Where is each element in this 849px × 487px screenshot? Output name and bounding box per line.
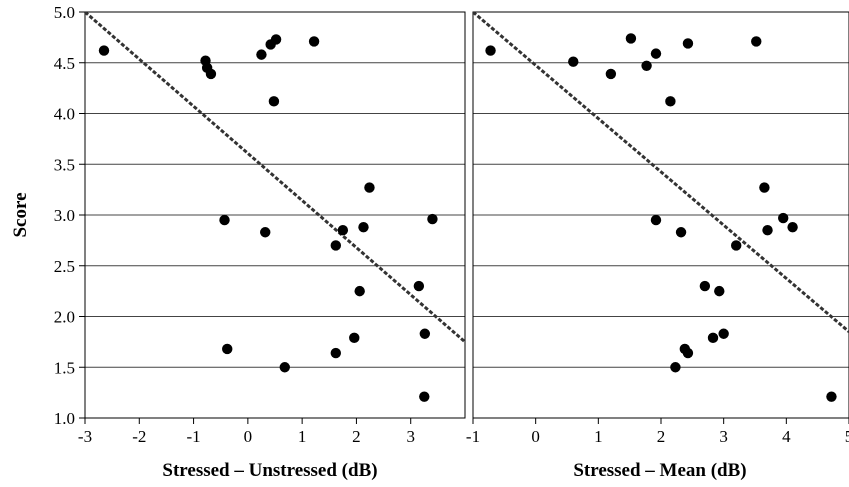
x-tick-label: 3 [406, 427, 415, 446]
data-point [670, 362, 681, 373]
data-point [330, 347, 341, 359]
y-tick-label: 3.0 [54, 206, 75, 225]
data-point [98, 45, 110, 56]
data-point [641, 60, 652, 71]
data-point [731, 240, 742, 251]
data-point [707, 332, 719, 344]
data-point [675, 227, 687, 238]
x-tick-label: -3 [78, 427, 92, 446]
x-tick-label: 3 [719, 427, 728, 446]
data-point [485, 45, 496, 56]
chart-panel-2: -1 0 1 2 3 4 5 Stressed – Mean (dB) [466, 11, 849, 481]
data-point [308, 36, 320, 47]
y-tick-label: 1.5 [54, 358, 75, 377]
data-point [364, 182, 375, 193]
x-tick-label: -1 [466, 427, 480, 446]
x-tick-label: 0 [244, 427, 253, 446]
data-point [650, 48, 662, 59]
data-point [222, 343, 233, 355]
data-point [826, 391, 837, 402]
data-point [427, 213, 438, 225]
data-point [279, 362, 290, 373]
data-point [349, 332, 360, 344]
data-point [260, 227, 271, 238]
x-tick-label: 1 [298, 427, 307, 446]
data-point [625, 33, 637, 44]
x-tick-label: 5 [845, 427, 849, 446]
x-tick-label: 1 [594, 427, 603, 446]
data-point [354, 285, 365, 297]
chart-panel-1: 1.0 1.5 2.0 2.5 3.0 3.5 4.0 4.5 5.0 Score -3 -2 -1 0 1… [10, 3, 466, 481]
x-axis-title: Stressed – Mean (dB) [573, 460, 746, 481]
x-tick-label: -2 [132, 427, 146, 446]
data-point [256, 49, 267, 60]
data-point [759, 182, 770, 193]
y-axis-title: Score [10, 192, 31, 237]
data-point [714, 285, 725, 297]
data-point [419, 391, 430, 402]
x-tick-label: 2 [657, 427, 666, 446]
trend-line [85, 12, 465, 344]
y-tick-label: 2.0 [54, 308, 75, 327]
y-tick-label: 5.0 [54, 3, 75, 22]
data-point [205, 68, 217, 80]
y-tick-label: 3.5 [54, 155, 75, 174]
x-tick-label: 0 [531, 427, 540, 446]
y-tick-label: 4.5 [54, 54, 75, 73]
data-point [337, 225, 349, 236]
data-point [751, 36, 762, 47]
data-point [718, 328, 729, 339]
x-tick-label: 4 [782, 427, 791, 446]
data-point [270, 34, 282, 45]
y-tick-label: 2.5 [54, 257, 75, 276]
data-point [268, 96, 280, 107]
data-point [219, 214, 230, 226]
data-point [419, 328, 431, 339]
x-tick-label: 2 [352, 427, 361, 446]
trend-line [473, 12, 849, 333]
data-point [665, 96, 676, 107]
data-point [605, 68, 617, 80]
data-point [650, 214, 662, 226]
data-point [682, 347, 694, 359]
data-point [682, 38, 694, 49]
x-axis-title: Stressed – Unstressed (dB) [162, 460, 377, 481]
data-point [699, 280, 711, 292]
data-point [358, 221, 369, 233]
data-point [762, 225, 773, 236]
data-point [330, 240, 341, 251]
x-tick-label: -1 [186, 427, 200, 446]
y-tick-label: 1.0 [54, 409, 75, 428]
data-point [568, 56, 579, 67]
data-point [413, 280, 425, 292]
data-point [778, 212, 789, 224]
data-point [787, 221, 798, 233]
y-tick-label: 4.0 [54, 105, 75, 124]
